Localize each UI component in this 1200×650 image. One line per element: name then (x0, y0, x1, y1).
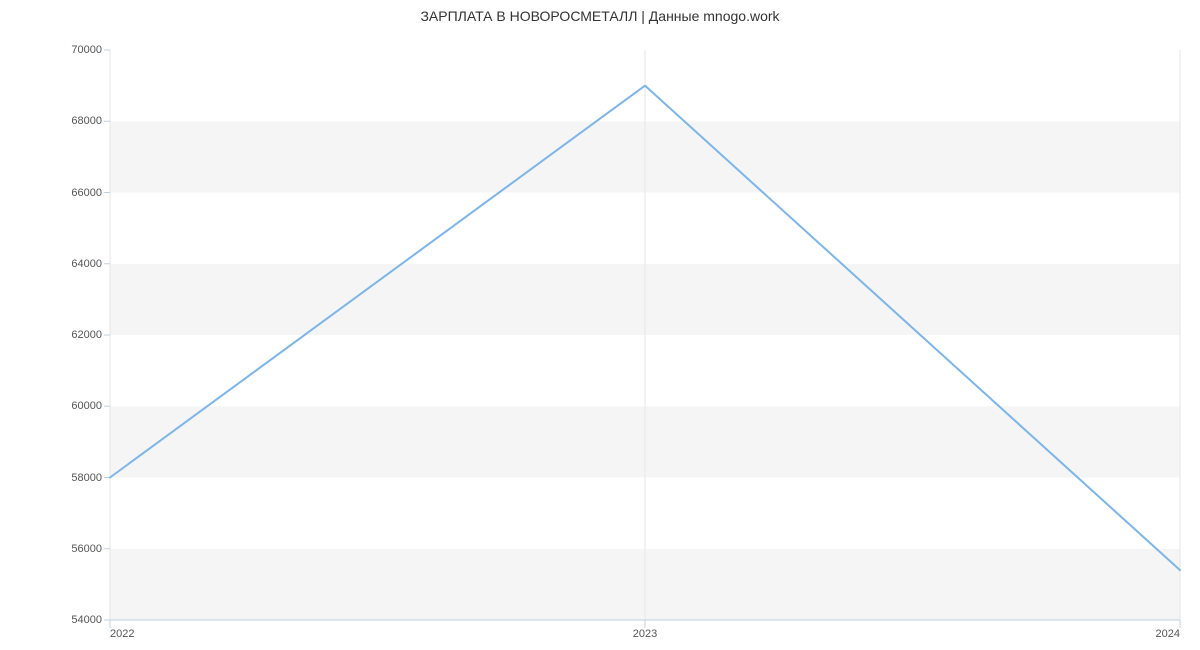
chart-plot-area: 5400056000580006000062000640006600068000… (110, 50, 1180, 620)
x-axis-tick-label: 2024 (1156, 620, 1180, 640)
y-axis-tick-label: 60000 (71, 400, 110, 412)
chart-container: ЗАРПЛАТА В НОВОРОСМЕТАЛЛ | Данные mnogo.… (0, 0, 1200, 650)
x-axis-tick-label: 2022 (110, 620, 134, 640)
y-axis-tick-label: 64000 (71, 258, 110, 270)
y-axis-tick-label: 56000 (71, 543, 110, 555)
y-axis-tick-label: 68000 (71, 115, 110, 127)
chart-title: ЗАРПЛАТА В НОВОРОСМЕТАЛЛ | Данные mnogo.… (0, 8, 1200, 24)
y-axis-tick-label: 54000 (71, 614, 110, 626)
y-axis-tick-label: 62000 (71, 329, 110, 341)
y-axis-tick-label: 70000 (71, 44, 110, 56)
chart-svg (110, 50, 1180, 620)
y-axis-tick-label: 58000 (71, 472, 110, 484)
y-axis-tick-label: 66000 (71, 187, 110, 199)
x-axis-tick-label: 2023 (633, 620, 657, 640)
